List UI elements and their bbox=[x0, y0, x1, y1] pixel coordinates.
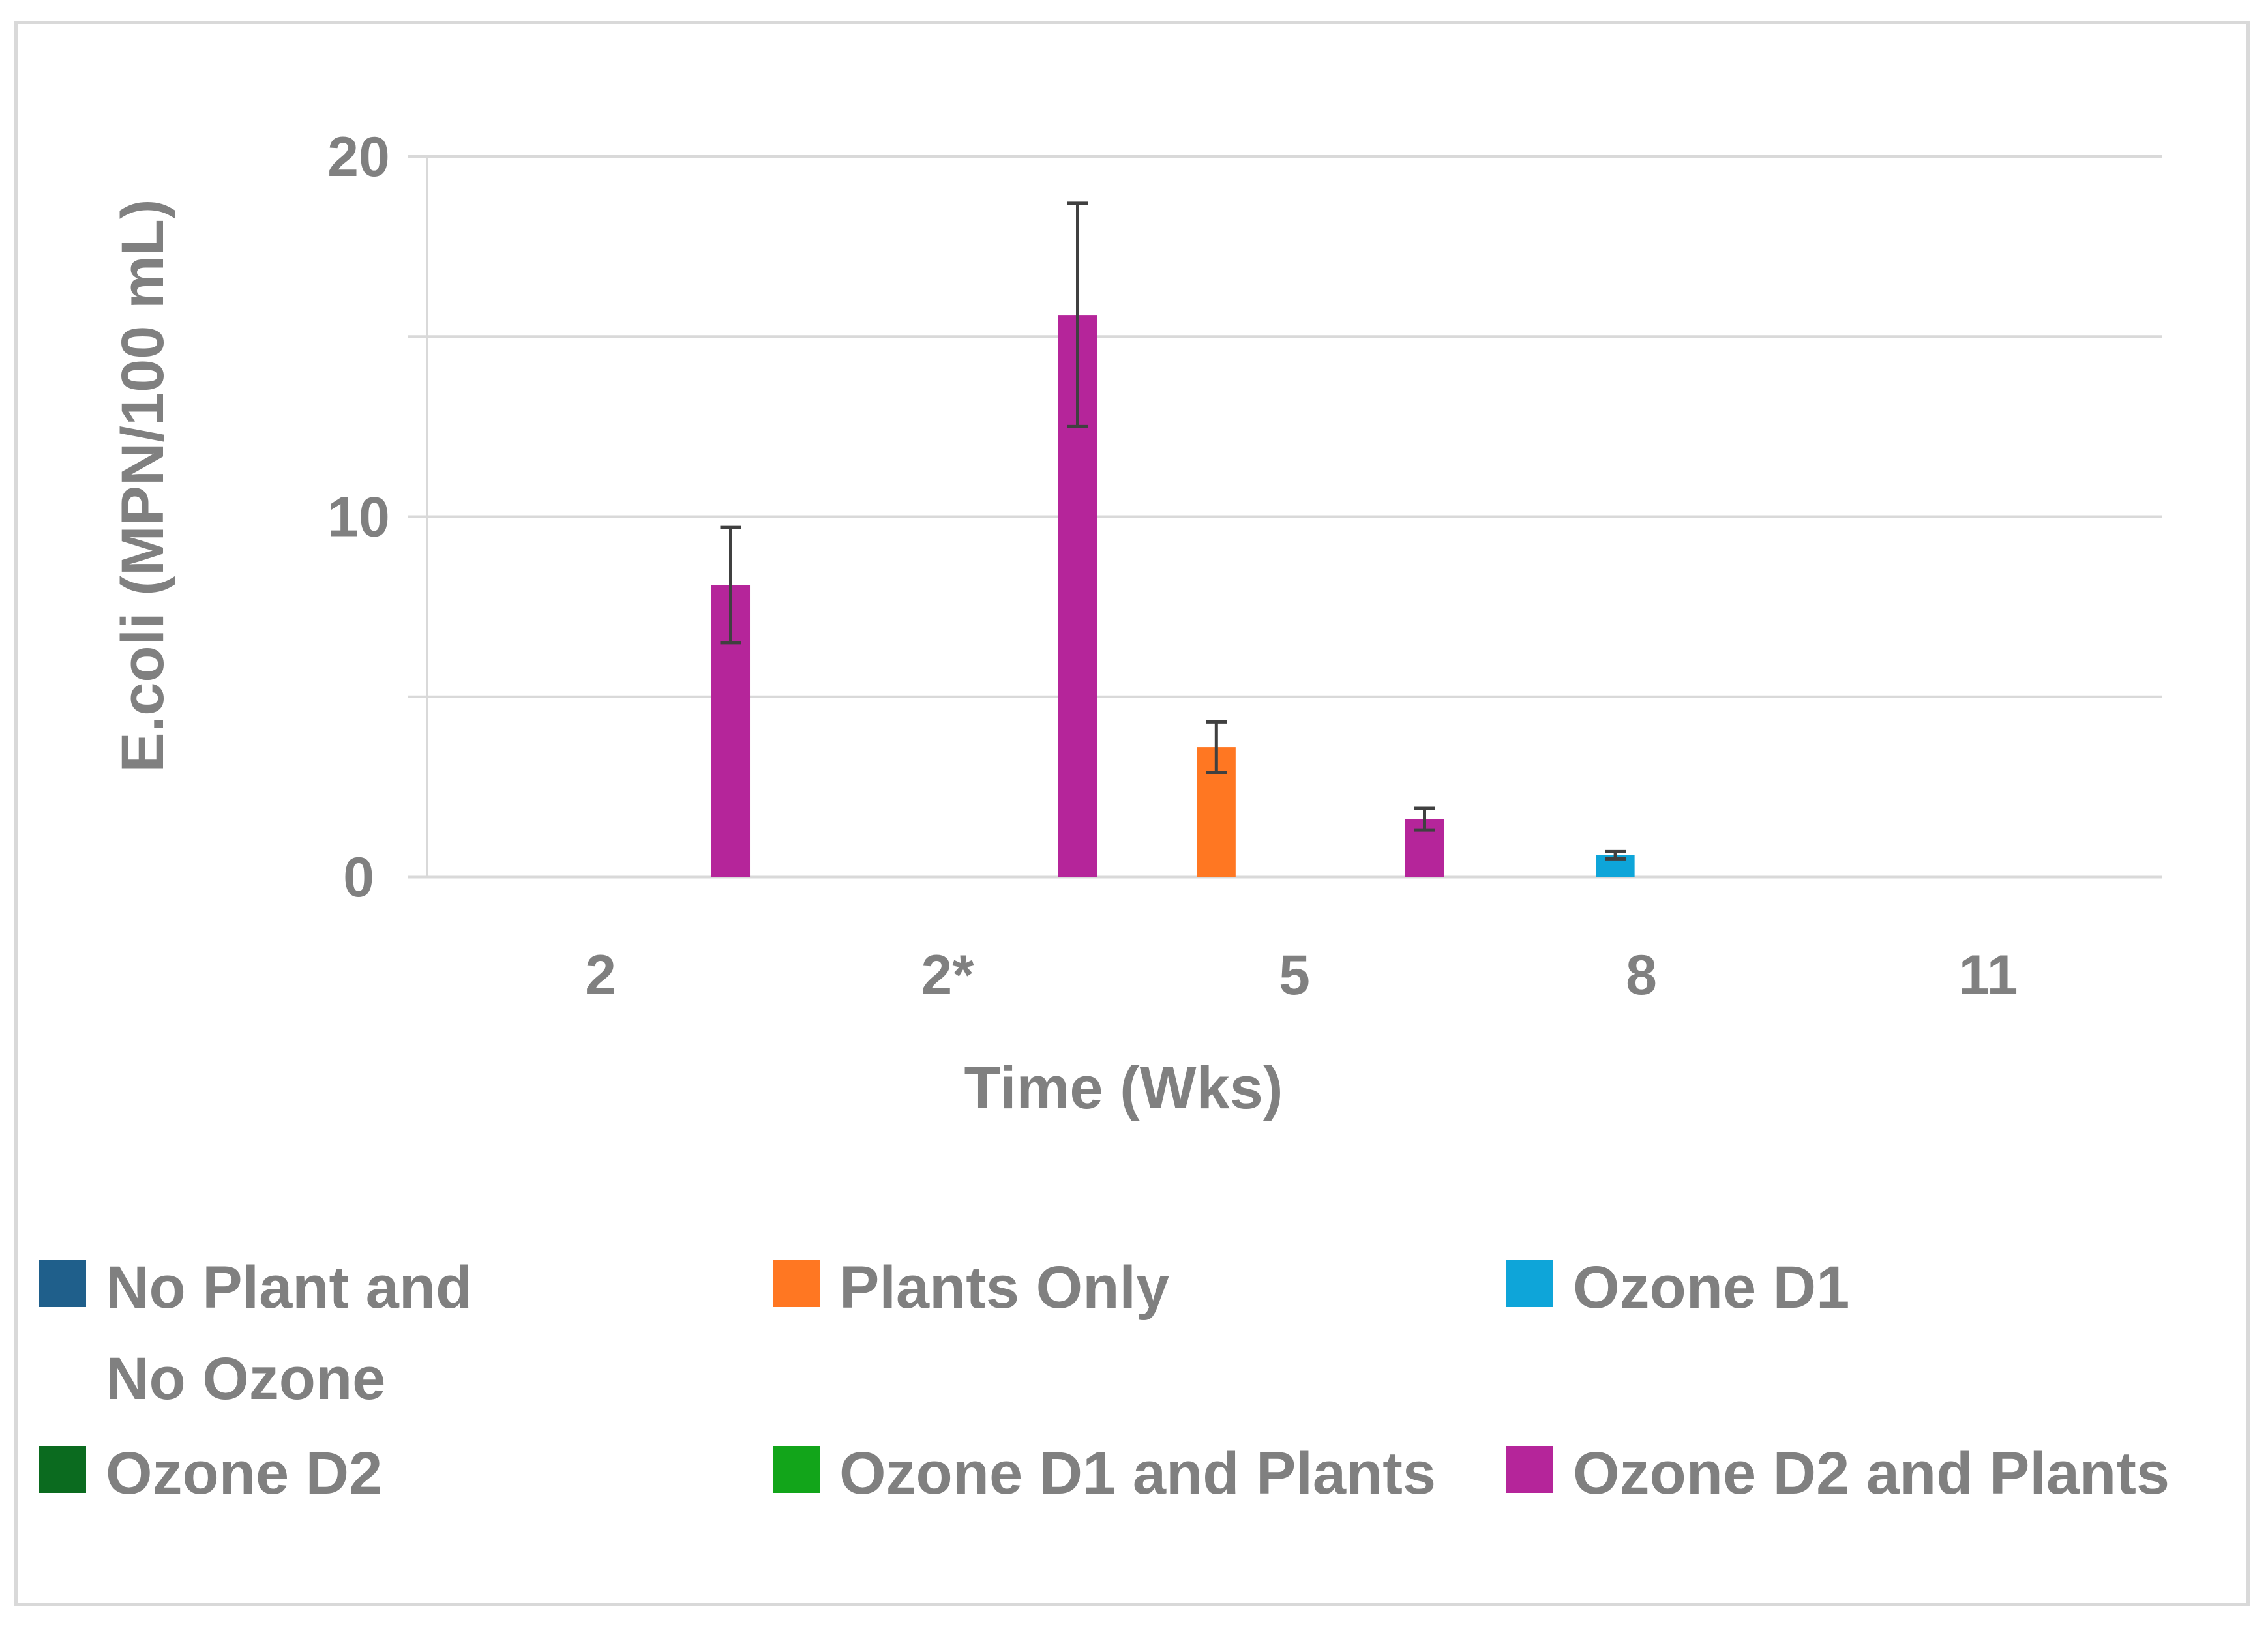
legend-item: Ozone D2 and Plants bbox=[1506, 1428, 2170, 1519]
x-tick-label: 2 bbox=[585, 944, 616, 1007]
x-tick-label: 8 bbox=[1626, 944, 1657, 1007]
legend-label: No Plant and No Ozone bbox=[106, 1254, 473, 1412]
legend-item: Ozone D2 bbox=[39, 1428, 382, 1519]
error-bars bbox=[720, 201, 1626, 861]
legend-swatch bbox=[1506, 1446, 1553, 1493]
chart-frame bbox=[14, 21, 2250, 1606]
y-tick-label: 10 bbox=[327, 486, 390, 549]
x-tick-label: 5 bbox=[1279, 944, 1310, 1007]
legend-swatch bbox=[39, 1260, 86, 1307]
legend-label: Ozone D2 bbox=[106, 1440, 383, 1507]
legend-label: Ozone D1 bbox=[1573, 1254, 1850, 1321]
y-axis-title: E.coli (MPN/100 mL) bbox=[110, 199, 176, 772]
tick-labels: 0 10 20 2 2* 5 8 11 bbox=[327, 126, 2018, 1007]
x-tick-label: 11 bbox=[1959, 944, 2018, 1007]
legend-swatch bbox=[773, 1446, 820, 1493]
bars bbox=[711, 315, 1635, 877]
x-axis-title: Time (Wks) bbox=[964, 1055, 1283, 1121]
legend-item: Plants Only bbox=[773, 1242, 1169, 1333]
legend-item: Ozone D1 and Plants bbox=[773, 1428, 1436, 1519]
x-tick-label: 2* bbox=[921, 944, 974, 1007]
legend-swatch bbox=[39, 1446, 86, 1493]
legend-swatch bbox=[773, 1260, 820, 1307]
gridlines bbox=[408, 155, 2162, 879]
legend-label: Ozone D2 and Plants bbox=[1573, 1440, 2170, 1507]
legend-swatch bbox=[1506, 1260, 1553, 1307]
legend-label: Plants Only bbox=[839, 1254, 1170, 1321]
y-tick-label: 20 bbox=[327, 126, 390, 188]
y-tick-label: 0 bbox=[343, 846, 374, 909]
legend-item: No Plant and No Ozone bbox=[39, 1242, 562, 1424]
legend-label: Ozone D1 and Plants bbox=[839, 1440, 1437, 1507]
legend-item: Ozone D1 bbox=[1506, 1242, 1849, 1333]
legend: No Plant and No Ozone Plants Only Ozone D1… bbox=[39, 1242, 2243, 1516]
